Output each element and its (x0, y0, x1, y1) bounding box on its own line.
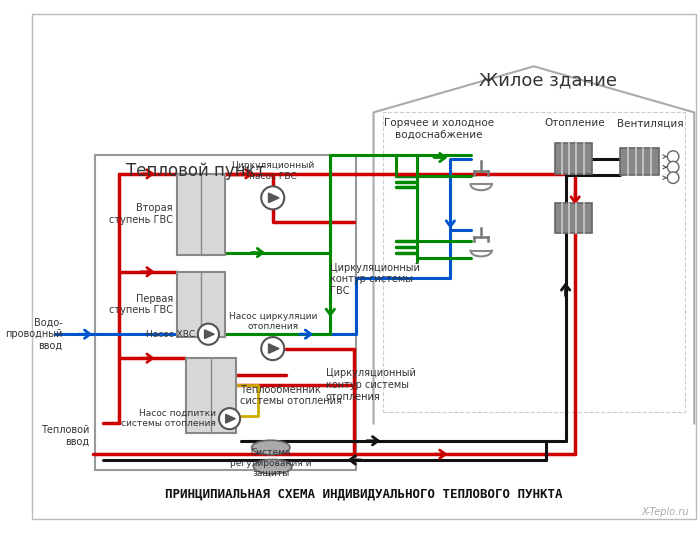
Text: Циркуляционный
контур системы
отопления: Циркуляционный контур системы отопления (326, 368, 415, 402)
Bar (176, 174, 225, 255)
Bar (620, 148, 659, 175)
Text: Насос ХВС: Насос ХВС (146, 330, 195, 338)
Bar (176, 272, 225, 337)
Text: Циркуляционный
контур системы
ГВС: Циркуляционный контур системы ГВС (330, 263, 420, 296)
Circle shape (219, 408, 240, 429)
Text: Вентиляция: Вентиляция (617, 118, 683, 128)
Polygon shape (225, 414, 235, 423)
Ellipse shape (251, 440, 290, 455)
Text: Теплообменник
системы отопления: Теплообменник системы отопления (240, 385, 342, 407)
Text: X-Teplo.ru: X-Teplo.ru (641, 507, 689, 517)
Polygon shape (269, 193, 279, 203)
Bar (186, 358, 237, 433)
Text: Первая
ступень ГВС: Первая ступень ГВС (109, 294, 173, 315)
Text: Насос подпитки
системы отопления: Насос подпитки системы отопления (121, 409, 216, 429)
Bar (95, 155, 356, 470)
Polygon shape (204, 330, 214, 338)
Text: ПРИНЦИПИАЛЬНАЯ СХЕМА ИНДИВИДУАЛЬНОГО ТЕПЛОВОГО ПУНКТА: ПРИНЦИПИАЛЬНАЯ СХЕМА ИНДИВИДУАЛЬНОГО ТЕП… (165, 487, 563, 500)
Bar (555, 203, 592, 233)
Circle shape (667, 151, 679, 163)
Circle shape (261, 337, 284, 360)
Ellipse shape (253, 459, 292, 474)
Text: Горячее и холодное
водоснабжение: Горячее и холодное водоснабжение (384, 118, 494, 140)
Text: Циркуляционный
насос ГВС: Циркуляционный насос ГВС (231, 161, 314, 181)
Text: Система
регулирования и
защиты: Система регулирования и защиты (230, 448, 312, 478)
Circle shape (198, 324, 219, 345)
Text: Насос циркуляции
отопления: Насос циркуляции отопления (229, 312, 317, 332)
Text: Тепловой
ввод: Тепловой ввод (41, 425, 90, 447)
Polygon shape (269, 344, 279, 353)
Text: Тепловой пункт: Тепловой пункт (126, 163, 265, 180)
Bar (555, 143, 592, 174)
Text: Водо-
проводный
ввод: Водо- проводный ввод (5, 318, 62, 351)
Circle shape (261, 187, 284, 209)
Bar (383, 112, 685, 412)
Text: Жилое здание: Жилое здание (480, 71, 617, 89)
Circle shape (667, 161, 679, 173)
Text: Отопление: Отопление (544, 118, 605, 128)
Circle shape (667, 172, 679, 183)
Text: Вторая
ступень ГВС: Вторая ступень ГВС (109, 204, 173, 225)
